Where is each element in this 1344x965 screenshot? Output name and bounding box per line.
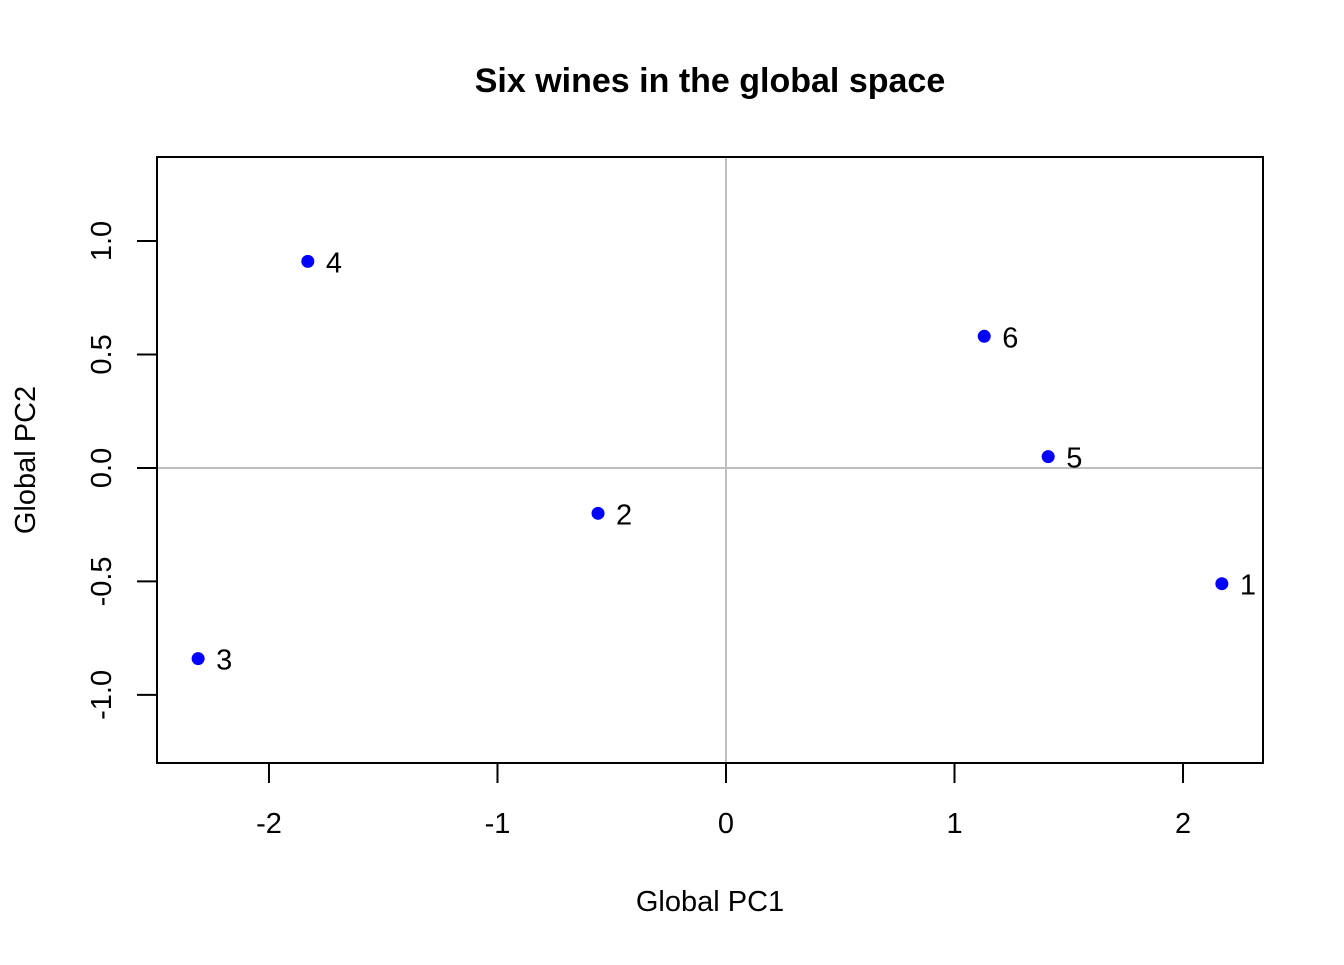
y-axis: -1.0 -0.5 0.0 0.5 1.0 (86, 221, 158, 720)
data-point (1215, 577, 1229, 591)
x-tick-label: 2 (1175, 808, 1191, 840)
data-point (591, 506, 605, 520)
x-tick-label: -1 (485, 808, 511, 840)
point-label: 5 (1066, 443, 1082, 475)
data-points: 1 2 3 4 5 6 (191, 247, 1256, 677)
data-point (1041, 450, 1055, 464)
data-point (977, 329, 991, 343)
point-label: 2 (616, 499, 632, 531)
y-tick-label: -1.0 (86, 670, 118, 720)
plot-frame (156, 156, 1264, 764)
data-point (191, 652, 205, 666)
point-label: 4 (326, 247, 342, 279)
point-label: 3 (216, 645, 232, 677)
y-tick-label: 1.0 (86, 221, 118, 261)
y-tick-label: 0.0 (86, 448, 118, 488)
point-label: 6 (1002, 322, 1018, 354)
reference-lines (157, 157, 1263, 763)
x-tick-label: -2 (256, 808, 282, 840)
x-axis-label: Global PC1 (636, 886, 784, 918)
data-point (301, 254, 315, 268)
x-tick-label: 1 (946, 808, 962, 840)
x-axis: -2 -1 0 1 2 (256, 762, 1191, 840)
point-label: 1 (1240, 570, 1256, 602)
chart-title: Six wines in the global space (475, 62, 945, 100)
y-tick-label: -0.5 (86, 556, 118, 606)
y-tick-label: 0.5 (86, 334, 118, 374)
y-axis-label: Global PC2 (10, 386, 42, 534)
x-tick-label: 0 (718, 808, 734, 840)
